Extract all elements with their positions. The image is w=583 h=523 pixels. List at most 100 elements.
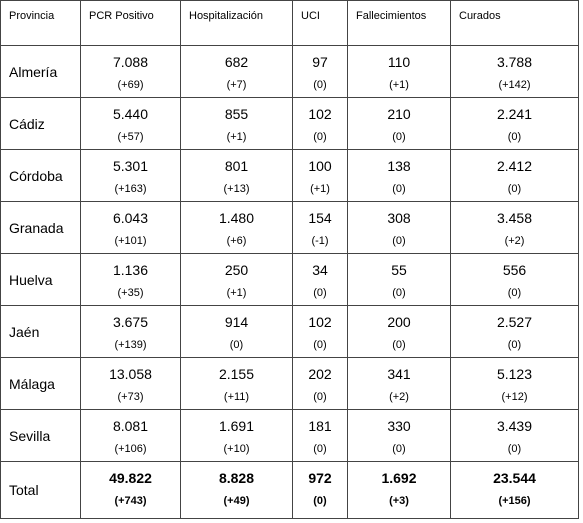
province-cell: Granada [0,201,81,254]
value-cell: 2.412 (0) [450,149,579,202]
value: 181 [308,418,332,434]
value-cell: 3.458 (+2) [450,201,579,254]
value-cell: 13.058 (+73) [80,357,181,410]
value-cell: 181 (0) [292,409,348,462]
change: (+1) [226,131,247,143]
value-cell: 972 (0) [292,461,348,519]
header-cell: UCI [292,0,348,46]
value: 1.480 [218,210,255,226]
value-cell: 34 (0) [292,253,348,306]
value-cell: 200 (0) [347,305,451,358]
change: (+106) [114,443,147,455]
value-cell: 55 (0) [347,253,451,306]
change: (+101) [114,235,147,247]
value: 556 [502,262,527,278]
change: (0) [313,391,327,403]
change: (-1) [311,235,329,247]
change: (0) [313,287,327,299]
value-cell: 97 (0) [292,45,348,98]
change: (+1) [310,183,330,195]
change: (+2) [504,235,525,247]
value: 2.241 [496,106,533,122]
value: 138 [387,158,411,174]
province-cell: Almería [0,45,81,98]
change: (0) [392,287,406,299]
change: (+6) [226,235,247,247]
value: 5.123 [496,366,533,382]
value: 3.458 [496,210,533,226]
change: (0) [507,183,522,195]
value: 154 [308,210,332,226]
value: 682 [224,54,249,70]
value: 330 [387,418,411,434]
change: (0) [507,131,522,143]
value-cell: 154 (-1) [292,201,348,254]
value: 97 [312,54,328,70]
province-cell: Jaén [0,305,81,358]
value: 3.439 [496,418,533,434]
value: 3.675 [112,314,149,330]
value-cell: 1.692 (+3) [347,461,451,519]
value-cell: 682 (+7) [180,45,293,98]
value: 914 [224,314,249,330]
change: (0) [313,79,327,91]
value: 8.081 [112,418,149,434]
change: (+10) [223,443,250,455]
value: 3.788 [496,54,533,70]
value: 110 [387,54,411,70]
value: 200 [387,314,411,330]
change: (+1) [226,287,247,299]
value-cell: 341 (+2) [347,357,451,410]
change: (0) [392,339,406,351]
value: 2.155 [218,366,255,382]
value-cell: 330 (0) [347,409,451,462]
value-cell: 8.081 (+106) [80,409,181,462]
header-cell: Fallecimientos [347,0,451,46]
value-cell: 6.043 (+101) [80,201,181,254]
change: (+12) [501,391,528,403]
change: (+49) [223,495,250,507]
change: (0) [313,443,327,455]
value: 1.691 [218,418,255,434]
change: (+3) [389,495,409,507]
value: 341 [387,366,411,382]
value-cell: 308 (0) [347,201,451,254]
change: (+142) [498,79,531,91]
value: 23.544 [493,470,536,486]
value-cell: 5.440 (+57) [80,97,181,150]
value-cell: 1.691 (+10) [180,409,293,462]
value-cell: 914 (0) [180,305,293,358]
province-cell: Total [0,461,81,519]
province-cell: Cádiz [0,97,81,150]
change: (+156) [498,495,531,507]
change: (+2) [389,391,409,403]
value: 250 [224,262,249,278]
change: (0) [392,131,406,143]
value: 55 [391,262,407,278]
value-cell: 7.088 (+69) [80,45,181,98]
value-cell: 138 (0) [347,149,451,202]
value-cell: 102 (0) [292,97,348,150]
value: 972 [308,470,332,486]
value: 8.828 [218,470,255,486]
value: 308 [387,210,411,226]
change: (0) [313,131,327,143]
value: 102 [308,314,332,330]
value: 6.043 [112,210,149,226]
value: 49.822 [109,470,152,486]
change: (0) [392,443,406,455]
province-cell: Córdoba [0,149,81,202]
header-cell: Curados [450,0,579,46]
change: (+743) [114,495,147,507]
value: 5.440 [112,106,149,122]
value: 100 [308,158,332,174]
value: 1.692 [381,470,417,486]
value-cell: 110 (+1) [347,45,451,98]
value-cell: 250 (+1) [180,253,293,306]
value-cell: 100 (+1) [292,149,348,202]
change: (+7) [226,79,247,91]
value: 1.136 [112,262,149,278]
value-cell: 3.675 (+139) [80,305,181,358]
